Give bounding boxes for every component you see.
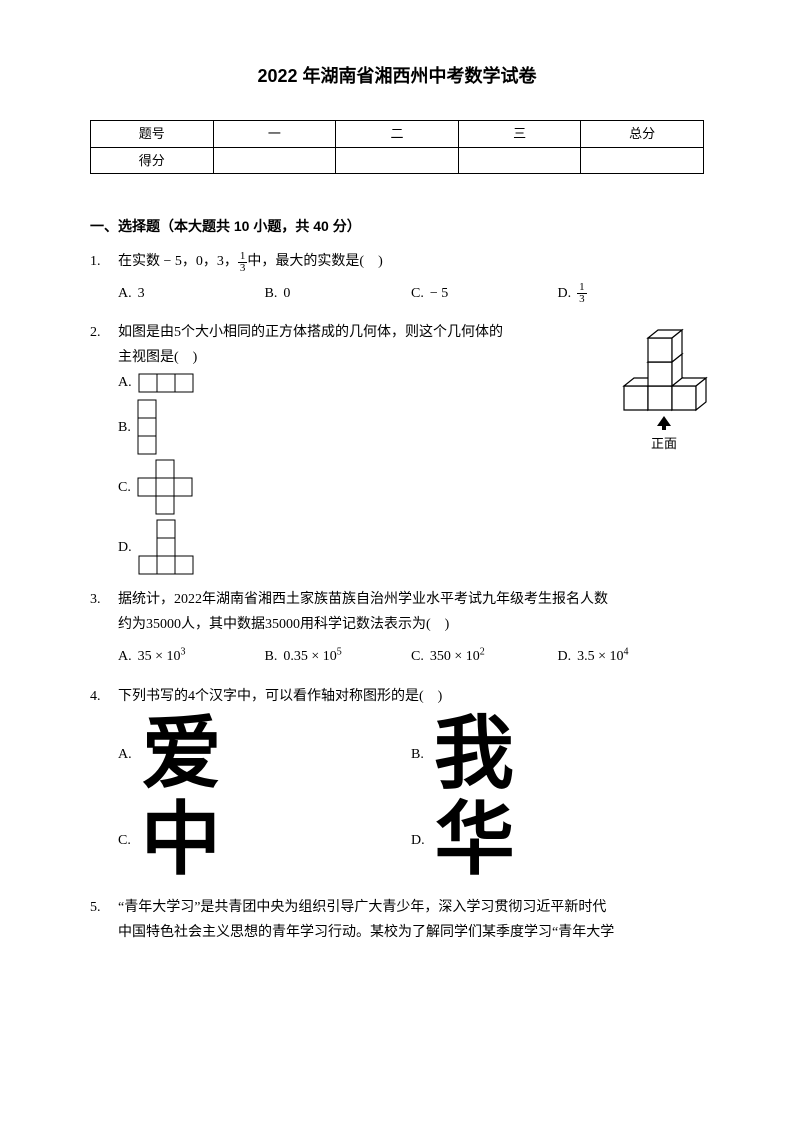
score-table: 题号 一 二 三 总分 得分 [90, 120, 704, 174]
q3-optB: B. 0.35 × 105 [265, 644, 412, 670]
opt-val: 0 [283, 286, 290, 301]
opt-val: 3.5 × 104 [577, 649, 628, 664]
q3-line2: 约为35000人，其中数据35000用科学记数法表示为( ) [118, 612, 704, 637]
q4-optC: C. 中 [118, 801, 411, 881]
front-label: 正面 [604, 432, 724, 455]
q3-optC: C. 350 × 102 [411, 644, 558, 670]
th-total: 总分 [581, 121, 704, 147]
th-3: 三 [458, 121, 581, 147]
q1-text: 在实数 − 5，0，3，13中，最大的实数是( ) [118, 249, 704, 274]
opt-val: 0.35 × 105 [283, 649, 341, 664]
opt-letter: B. [411, 742, 424, 767]
q1-text-a: 在实数 − 5，0，3， [118, 254, 238, 269]
opt-letter: C. [118, 475, 131, 500]
question-1: 1. 在实数 − 5，0，3，13中，最大的实数是( ) A.3 B.0 C.−… [90, 249, 704, 311]
opt-val: 350 × 102 [430, 649, 485, 664]
th-1: 一 [213, 121, 336, 147]
q4-num: 4. [90, 684, 118, 887]
td-blank [458, 147, 581, 173]
char-zhong: 中 [141, 801, 221, 881]
q3-line1: 据统计，2022年湖南省湘西土家族苗族自治州学业水平考试九年级考生报名人数 [118, 587, 704, 612]
q4-optB: B. 我 [411, 715, 704, 795]
exp: 5 [337, 647, 342, 658]
td-blank [213, 147, 336, 173]
td-blank [581, 147, 704, 173]
q2-optB-shape [137, 399, 159, 455]
q1-options: A. 3 B. 0 C. − 5 D. 13 [118, 281, 704, 306]
q1-num: 1. [90, 249, 118, 311]
section-header: 一、选择题（本大题共 10 小题，共 40 分） [90, 214, 704, 239]
base: 3.5 × 10 [577, 649, 623, 664]
opt-letter: C. [411, 286, 424, 301]
q3-optD: D. 3.5 × 104 [558, 644, 705, 670]
q3-optA: A. 35 × 103 [118, 644, 265, 670]
q4-row2: C. 中 D. 华 [118, 801, 704, 881]
table-row: 题号 一 二 三 总分 [91, 121, 704, 147]
q4-optA: A. 爱 [118, 715, 411, 795]
char-ai: 爱 [142, 715, 222, 795]
char-wo: 我 [434, 715, 514, 795]
q1-optA: A. 3 [118, 281, 265, 306]
opt-val: − 5 [430, 286, 448, 301]
q1-text-b: 中，最大的实数是( ) [247, 254, 382, 269]
page-title: 2022 年湖南省湘西州中考数学试卷 [90, 60, 704, 92]
frac-den: 3 [577, 294, 587, 305]
exp: 3 [181, 647, 186, 658]
char-hua: 华 [435, 801, 515, 881]
base: 35 × 10 [138, 649, 181, 664]
opt-letter: B. [118, 415, 131, 440]
q2-optC: C. [118, 459, 704, 515]
opt-letter: A. [118, 742, 132, 767]
cube-3d-icon [604, 316, 714, 416]
frac-den: 3 [238, 263, 248, 274]
q5-num: 5. [90, 895, 118, 945]
q1-optB: B. 0 [265, 281, 412, 306]
q2-figure: 正面 [604, 316, 724, 455]
opt-letter: D. [558, 286, 572, 301]
th-2: 二 [336, 121, 459, 147]
q4-row1: A. 爱 B. 我 [118, 715, 704, 795]
q1-optD: D. 13 [558, 281, 705, 306]
opt-letter: A. [118, 370, 132, 395]
q2-optA-shape [138, 373, 196, 393]
opt-letter: B. [265, 649, 278, 664]
th-num: 题号 [91, 121, 214, 147]
q2-optC-shape [137, 459, 195, 515]
q2-optD: D. [118, 519, 704, 575]
q4-optD: D. 华 [411, 801, 704, 881]
opt-letter: C. [118, 828, 131, 853]
q1-frac: 13 [238, 251, 248, 274]
opt-letter: A. [118, 649, 132, 664]
opt-letter: A. [118, 286, 132, 301]
question-2: 2. 如图是由5个大小相同的正方体搭成的几何体，则这个几何体的 主视图是( ) [90, 320, 704, 580]
question-4: 4. 下列书写的4个汉字中，可以看作轴对称图形的是( ) A. 爱 B. 我 C. 中… [90, 684, 704, 887]
q3-num: 3. [90, 587, 118, 675]
q2-num: 2. [90, 320, 118, 580]
opt-val: 35 × 103 [138, 649, 186, 664]
q2-optD-shape [138, 519, 196, 575]
base: 350 × 10 [430, 649, 480, 664]
frac-num: 1 [238, 251, 248, 263]
question-5: 5. “青年大学习”是共青团中央为组织引导广大青少年，深入学习贯彻习近平新时代 … [90, 895, 704, 945]
table-row: 得分 [91, 147, 704, 173]
opt-val: 3 [138, 286, 145, 301]
arrow-up-icon [649, 416, 679, 430]
td-blank [336, 147, 459, 173]
q4-text: 下列书写的4个汉字中，可以看作轴对称图形的是( ) [118, 684, 704, 709]
base: 0.35 × 10 [283, 649, 336, 664]
td-label: 得分 [91, 147, 214, 173]
opt-letter: C. [411, 649, 424, 664]
q5-line1: “青年大学习”是共青团中央为组织引导广大青少年，深入学习贯彻习近平新时代 [118, 895, 704, 920]
exp: 2 [480, 647, 485, 658]
opt-letter: D. [118, 535, 132, 560]
q5-line2: 中国特色社会主义思想的青年学习行动。某校为了解同学们某季度学习“青年大学 [118, 920, 704, 945]
q1-optD-frac: 13 [577, 282, 587, 305]
opt-letter: D. [411, 828, 425, 853]
q1-optC: C. − 5 [411, 281, 558, 306]
exp: 4 [624, 647, 629, 658]
q3-options: A. 35 × 103 B. 0.35 × 105 C. 350 × 102 D. 3.… [118, 644, 704, 670]
opt-letter: D. [558, 649, 572, 664]
opt-letter: B. [265, 286, 278, 301]
question-3: 3. 据统计，2022年湖南省湘西土家族苗族自治州学业水平考试九年级考生报名人数… [90, 587, 704, 675]
